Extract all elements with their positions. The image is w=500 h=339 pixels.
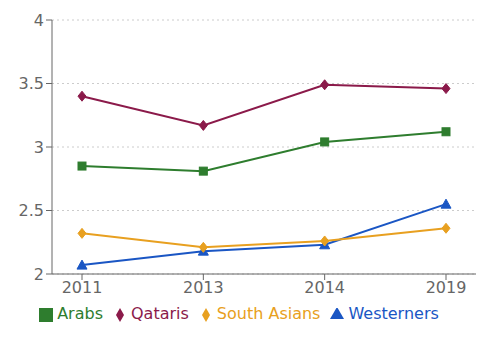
svg-text:3: 3	[34, 138, 44, 157]
html-text:Westerners: Westerners	[348, 304, 439, 323]
svg-text:2013: 2013	[183, 278, 224, 297]
svg-text:2019: 2019	[426, 278, 467, 297]
svg-text:4: 4	[34, 11, 44, 30]
svg-text:2011: 2011	[62, 278, 103, 297]
html-text:Qataris: Qataris	[131, 304, 189, 323]
svg-text:3.5: 3.5	[19, 74, 44, 93]
svg-text:2: 2	[34, 265, 44, 284]
svg-text:2014: 2014	[304, 278, 345, 297]
html-text:South Asians: South Asians	[216, 304, 321, 323]
html-text:Arabs: Arabs	[57, 304, 103, 323]
svg-text:2.5: 2.5	[19, 201, 44, 220]
